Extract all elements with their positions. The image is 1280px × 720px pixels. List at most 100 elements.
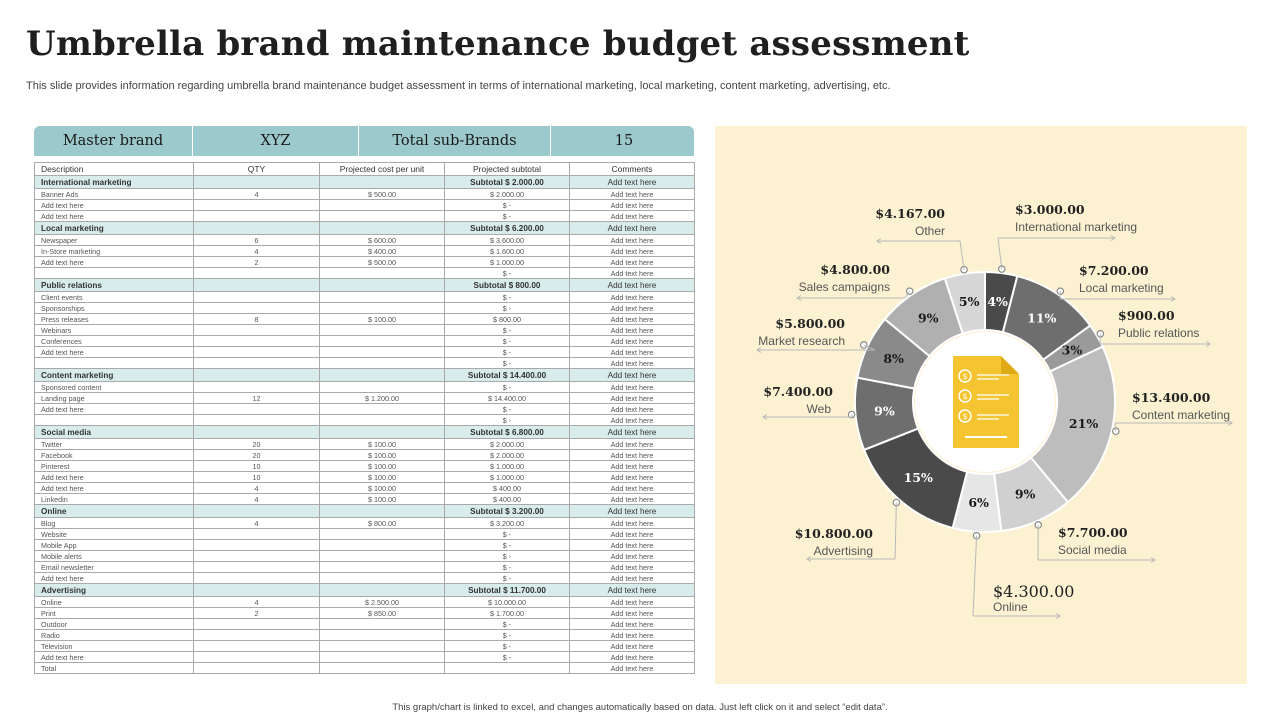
cell-description: Online	[34, 504, 194, 518]
cell-comments: Add text here	[569, 245, 695, 257]
table-section-row: Online Subtotal $ 3.200.00 Add text here	[34, 504, 695, 518]
cell-cost-per-unit	[319, 291, 445, 303]
cell-cost-per-unit: $ 2.500.00	[319, 596, 445, 608]
cell-qty: 20	[193, 438, 320, 450]
cell-description: Mobile alerts	[34, 550, 194, 562]
table-row: Add text here $ - Add text here	[34, 651, 695, 663]
table-row: Add text here $ - Add text here	[34, 572, 695, 584]
cell-qty	[193, 618, 320, 630]
table-row: Add text here $ - Add text here	[34, 346, 695, 358]
cell-qty: 8	[193, 313, 320, 325]
cell-qty	[193, 346, 320, 358]
document-dollar-icon: $ $ $	[953, 356, 1019, 448]
cell-comments: Add text here	[569, 188, 695, 200]
cell-comments: Add text here	[569, 449, 695, 461]
slice-category-label: Local marketing	[1079, 281, 1164, 295]
page-title: Umbrella brand maintenance budget assess…	[26, 24, 970, 64]
cell-qty	[193, 199, 320, 211]
cell-qty	[193, 550, 320, 562]
cell-qty	[193, 539, 320, 551]
cell-description: Public relations	[34, 278, 194, 292]
cell-subtotal: $ 1.700.00	[444, 607, 570, 619]
table-row: Press releases 8 $ 100.00 $ 800.00 Add text …	[34, 313, 695, 325]
cell-cost-per-unit	[319, 425, 445, 439]
cell-description: Add text here	[34, 403, 194, 415]
cell-comments: Add text here	[569, 381, 695, 393]
cell-cost-per-unit: $ 800.00	[319, 517, 445, 529]
cell-comments: Add text here	[569, 324, 695, 336]
cell-qty	[193, 504, 320, 518]
cell-cost-per-unit	[319, 278, 445, 292]
table-row: Radio $ - Add text here	[34, 629, 695, 641]
cell-cost-per-unit	[319, 504, 445, 518]
leader-line	[997, 237, 1003, 270]
table-row: Facebook 20 $ 100.00 $ 2.000.00 Add text her…	[34, 449, 695, 461]
cell-subtotal: $ -	[444, 381, 570, 393]
table-row: Add text here 2 $ 500.00 $ 1.000.00 Add text…	[34, 256, 695, 268]
table-section-row: Content marketing Subtotal $ 14.400.00 Add…	[34, 368, 695, 382]
cell-cost-per-unit	[319, 357, 445, 369]
cell-cost-per-unit	[319, 561, 445, 573]
slice-value-label: $4.167.00	[875, 206, 945, 221]
slice-percent-label: 5%	[959, 294, 980, 309]
cell-description: Advertising	[34, 583, 194, 597]
table-row: Landing page 12 $ 1.200.00 $ 14.400.00 Add t…	[34, 392, 695, 404]
cell-qty	[193, 528, 320, 540]
cell-qty	[193, 583, 320, 597]
cell-qty	[193, 291, 320, 303]
slice-value-label: $900.00	[1118, 308, 1175, 323]
cell-comments: Add text here	[569, 460, 695, 472]
slice-value-label: $10.800.00	[795, 526, 874, 541]
cell-subtotal: $ 2.000.00	[444, 188, 570, 200]
cell-qty	[193, 324, 320, 336]
table-row: Add text here 4 $ 100.00 $ 400.00 Add text h…	[34, 482, 695, 494]
table-row: Webinars $ - Add text here	[34, 324, 695, 336]
cell-qty: 12	[193, 392, 320, 404]
cell-subtotal: $ -	[444, 640, 570, 652]
cell-comments: Add text here	[569, 482, 695, 494]
cell-cost-per-unit: $ 100.00	[319, 493, 445, 505]
cell-qty	[193, 403, 320, 415]
cell-subtotal: $ 3.200.00	[444, 517, 570, 529]
cell-description: Website	[34, 528, 194, 540]
cell-qty	[193, 210, 320, 222]
cell-cost-per-unit	[319, 381, 445, 393]
slice-percent-label: 6%	[968, 495, 989, 510]
slice-value-label: $4.300.00	[993, 582, 1074, 601]
table-row: Television $ - Add text here	[34, 640, 695, 652]
budget-table-section: Master brand XYZ Total sub-Brands 15 Des…	[34, 126, 695, 674]
table-row: Linkedin 4 $ 100.00 $ 400.00 Add text here	[34, 493, 695, 505]
cell-cost-per-unit	[319, 346, 445, 358]
slice-percent-label: 21%	[1069, 416, 1098, 431]
leader-line	[972, 535, 978, 617]
slice-category-label: Public relations	[1118, 326, 1199, 340]
cell-cost-per-unit	[319, 629, 445, 641]
cell-comments: Add text here	[569, 278, 695, 292]
cell-description: Email newsletter	[34, 561, 194, 573]
slice-category-label: Sales campaigns	[799, 280, 890, 294]
cell-subtotal: $ 2.000.00	[444, 438, 570, 450]
cell-comments: Add text here	[569, 528, 695, 540]
cell-subtotal	[444, 662, 570, 674]
cell-qty	[193, 278, 320, 292]
cell-qty: 10	[193, 471, 320, 483]
cell-cost-per-unit	[319, 368, 445, 382]
table-row: Banner Ads 4 $ 500.00 $ 2.000.00 Add text he…	[34, 188, 695, 200]
cell-description: Print	[34, 607, 194, 619]
table-row: Add text here $ - Add text here	[34, 403, 695, 415]
budget-table: Description QTY Projected cost per unit …	[34, 162, 695, 674]
leader-line	[894, 502, 897, 560]
cell-description: Conferences	[34, 335, 194, 347]
cell-cost-per-unit	[319, 651, 445, 663]
cell-description: Add text here	[34, 256, 194, 268]
cell-comments: Add text here	[569, 368, 695, 382]
cell-comments: Add text here	[569, 175, 695, 189]
slice-percent-label: 11%	[1027, 310, 1056, 325]
leader-arrowhead	[762, 414, 768, 420]
cell-cost-per-unit: $ 100.00	[319, 438, 445, 450]
table-row: Client events $ - Add text here	[34, 291, 695, 303]
cell-qty: 4	[193, 482, 320, 494]
cell-cost-per-unit	[319, 210, 445, 222]
slice-percent-label: 9%	[1015, 487, 1036, 502]
cell-comments: Add text here	[569, 662, 695, 674]
